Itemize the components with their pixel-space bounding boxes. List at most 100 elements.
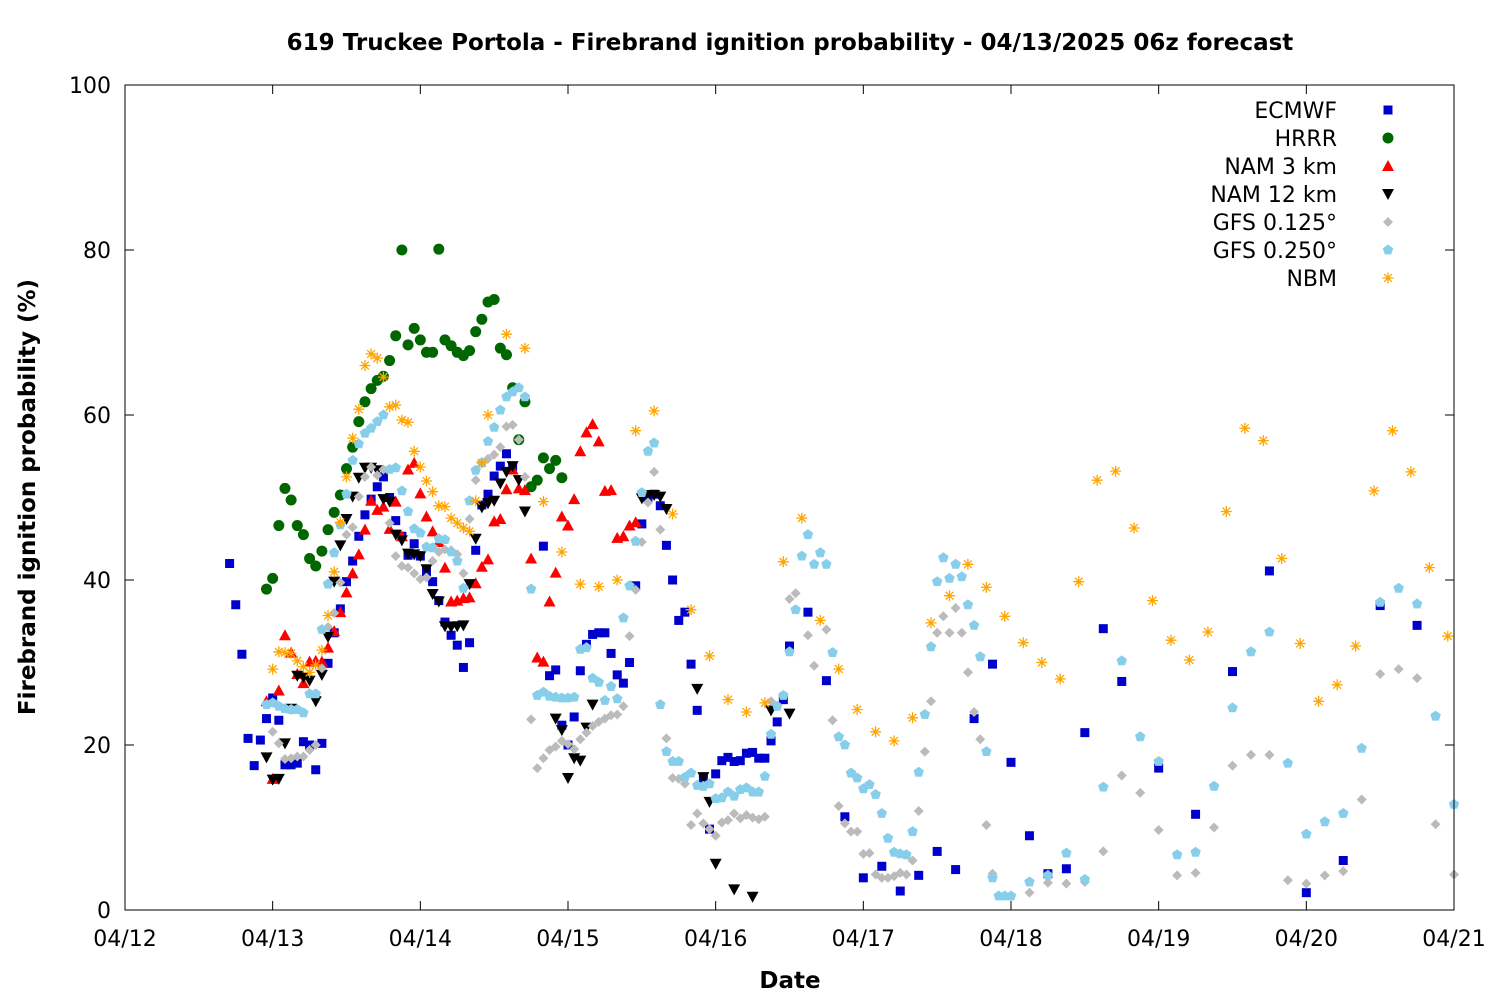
data-point (1368, 485, 1380, 497)
data-point (630, 425, 642, 437)
data-point (1338, 866, 1349, 877)
data-point (403, 562, 414, 573)
data-point (630, 535, 641, 546)
data-point (1338, 856, 1348, 865)
data-point (519, 391, 531, 402)
data-point (1227, 702, 1238, 713)
data-point (586, 699, 599, 711)
legend-marker (1383, 105, 1393, 115)
data-point (962, 667, 973, 678)
data-point (463, 579, 476, 591)
data-point (273, 738, 284, 749)
data-point (286, 760, 296, 770)
data-point (1202, 626, 1214, 638)
data-point (766, 736, 776, 746)
data-point (938, 552, 949, 563)
axis-ticks: 04/12 04/13 04/14 04/15 04/16 04/17 04/18 04/19… (69, 74, 1486, 952)
data-point (593, 676, 604, 687)
data-point (846, 826, 857, 837)
data-point (1024, 831, 1034, 841)
data-point (592, 435, 605, 447)
data-point (1412, 673, 1423, 684)
data-point (390, 462, 401, 473)
data-point (661, 746, 672, 756)
data-point (852, 826, 863, 837)
data-point (255, 735, 265, 745)
data-point (328, 576, 341, 588)
data-point (347, 454, 358, 465)
data-point (624, 631, 635, 642)
data-point (470, 475, 481, 486)
data-points (225, 243, 1460, 903)
data-point (1006, 757, 1016, 767)
data-point (297, 529, 309, 541)
data-point (482, 435, 494, 446)
data-point (298, 737, 308, 747)
data-point (279, 647, 291, 659)
data-point (840, 812, 850, 822)
data-point (507, 419, 518, 430)
data-point (735, 756, 745, 766)
data-point (1405, 466, 1417, 478)
data-point (1117, 676, 1127, 686)
data-point (438, 561, 451, 573)
data-point (377, 371, 389, 383)
data-point (938, 611, 949, 622)
data-point (272, 684, 285, 696)
data-point (439, 534, 451, 544)
data-point (642, 445, 654, 456)
data-point (821, 624, 832, 635)
data-point (907, 712, 919, 724)
data-point (243, 733, 253, 743)
data-point (882, 832, 894, 843)
data-point (969, 707, 980, 717)
series-gfs-0-250 (261, 382, 1460, 901)
data-point (1153, 824, 1164, 835)
legend-label: NAM 3 km (1224, 155, 1337, 180)
data-point (341, 471, 352, 483)
data-point (334, 516, 346, 528)
data-point (1393, 582, 1404, 593)
data-point (741, 748, 751, 758)
data-point (420, 564, 433, 576)
data-point (310, 659, 322, 671)
data-point (408, 322, 420, 334)
data-point (785, 641, 794, 651)
data-point (414, 487, 427, 499)
data-point (342, 577, 351, 587)
data-point (661, 540, 671, 550)
data-point (551, 665, 561, 675)
series-ecmwf (225, 449, 1422, 898)
data-point (500, 349, 512, 361)
plot-frame (124, 84, 1455, 911)
data-point (1165, 634, 1177, 646)
data-point (655, 501, 665, 511)
data-point (876, 872, 887, 883)
data-point (465, 638, 475, 648)
data-point (353, 416, 365, 428)
data-point (950, 558, 961, 569)
y-axis-label: Firebrand ignition probability (%) (15, 279, 41, 715)
data-point (1387, 425, 1398, 437)
data-point (543, 595, 556, 607)
data-point (545, 671, 555, 681)
data-point (759, 770, 771, 781)
data-point (987, 872, 998, 883)
data-point (612, 709, 623, 720)
series-nbm (267, 328, 1454, 747)
data-point (549, 713, 562, 725)
data-point (285, 494, 297, 506)
data-point (637, 519, 647, 529)
data-point (568, 691, 580, 702)
data-point (291, 520, 303, 532)
data-point (907, 855, 918, 866)
data-point (574, 755, 587, 767)
data-point (772, 717, 782, 727)
data-point (1264, 566, 1274, 576)
data-point (1227, 760, 1238, 771)
data-point (359, 396, 371, 408)
data-point (1301, 888, 1311, 898)
data-point (692, 705, 702, 715)
data-point (660, 504, 673, 516)
data-point (1245, 749, 1256, 760)
